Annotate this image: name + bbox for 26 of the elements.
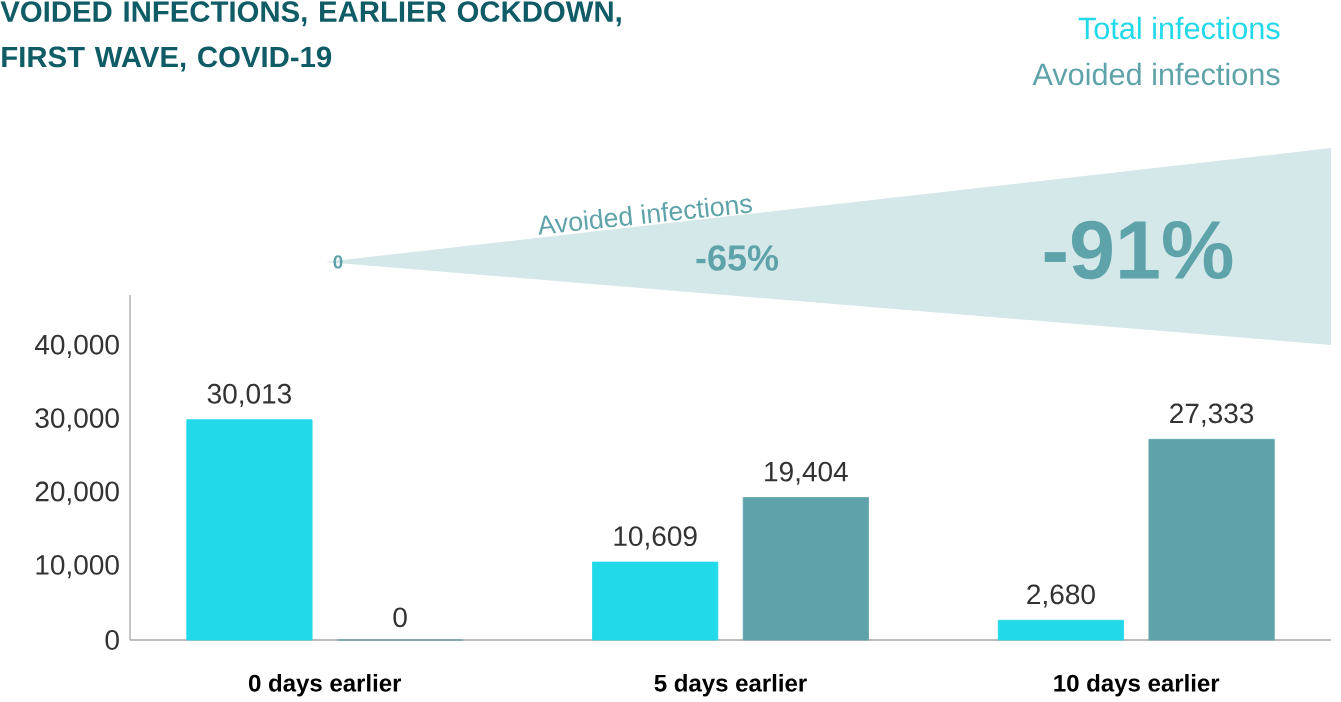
bar — [742, 497, 869, 641]
text: Total infections — [1078, 16, 1280, 40]
data-label: 19,404 — [765, 461, 848, 485]
text: Avoided infections — [538, 197, 752, 235]
data-label: 27,333 — [1170, 403, 1254, 427]
text: -91% — [1044, 220, 1233, 280]
data-label: 30,013 — [207, 383, 292, 407]
data-label: 2,680 — [1027, 584, 1095, 608]
bar — [1148, 438, 1275, 641]
x-tick-label: 10 days earlier — [1054, 674, 1220, 697]
y-tick-label: 0 — [105, 630, 119, 650]
chart-title: VOIDED INFECTIONS, EARLIER OCKDOWN, FIRST WAVE, COVID-19 — [0, 1, 621, 72]
y-tick-label: 30,000 — [35, 408, 119, 432]
bar — [592, 561, 719, 641]
data-label: 0 — [393, 607, 407, 628]
bar — [997, 619, 1124, 641]
data-label: 10,609 — [614, 526, 697, 550]
text: 0 — [333, 255, 343, 269]
x-tick-label: 0 days earlier — [248, 674, 402, 697]
y-tick-label: 20,000 — [35, 481, 119, 505]
x-tick-label: 5 days earlier — [654, 674, 807, 697]
y-tick-label: 10,000 — [36, 555, 119, 579]
text: -65% — [696, 245, 779, 271]
text: Avoided infections — [1032, 62, 1280, 86]
y-tick-label: 40,000 — [34, 334, 119, 358]
bar — [186, 419, 313, 641]
